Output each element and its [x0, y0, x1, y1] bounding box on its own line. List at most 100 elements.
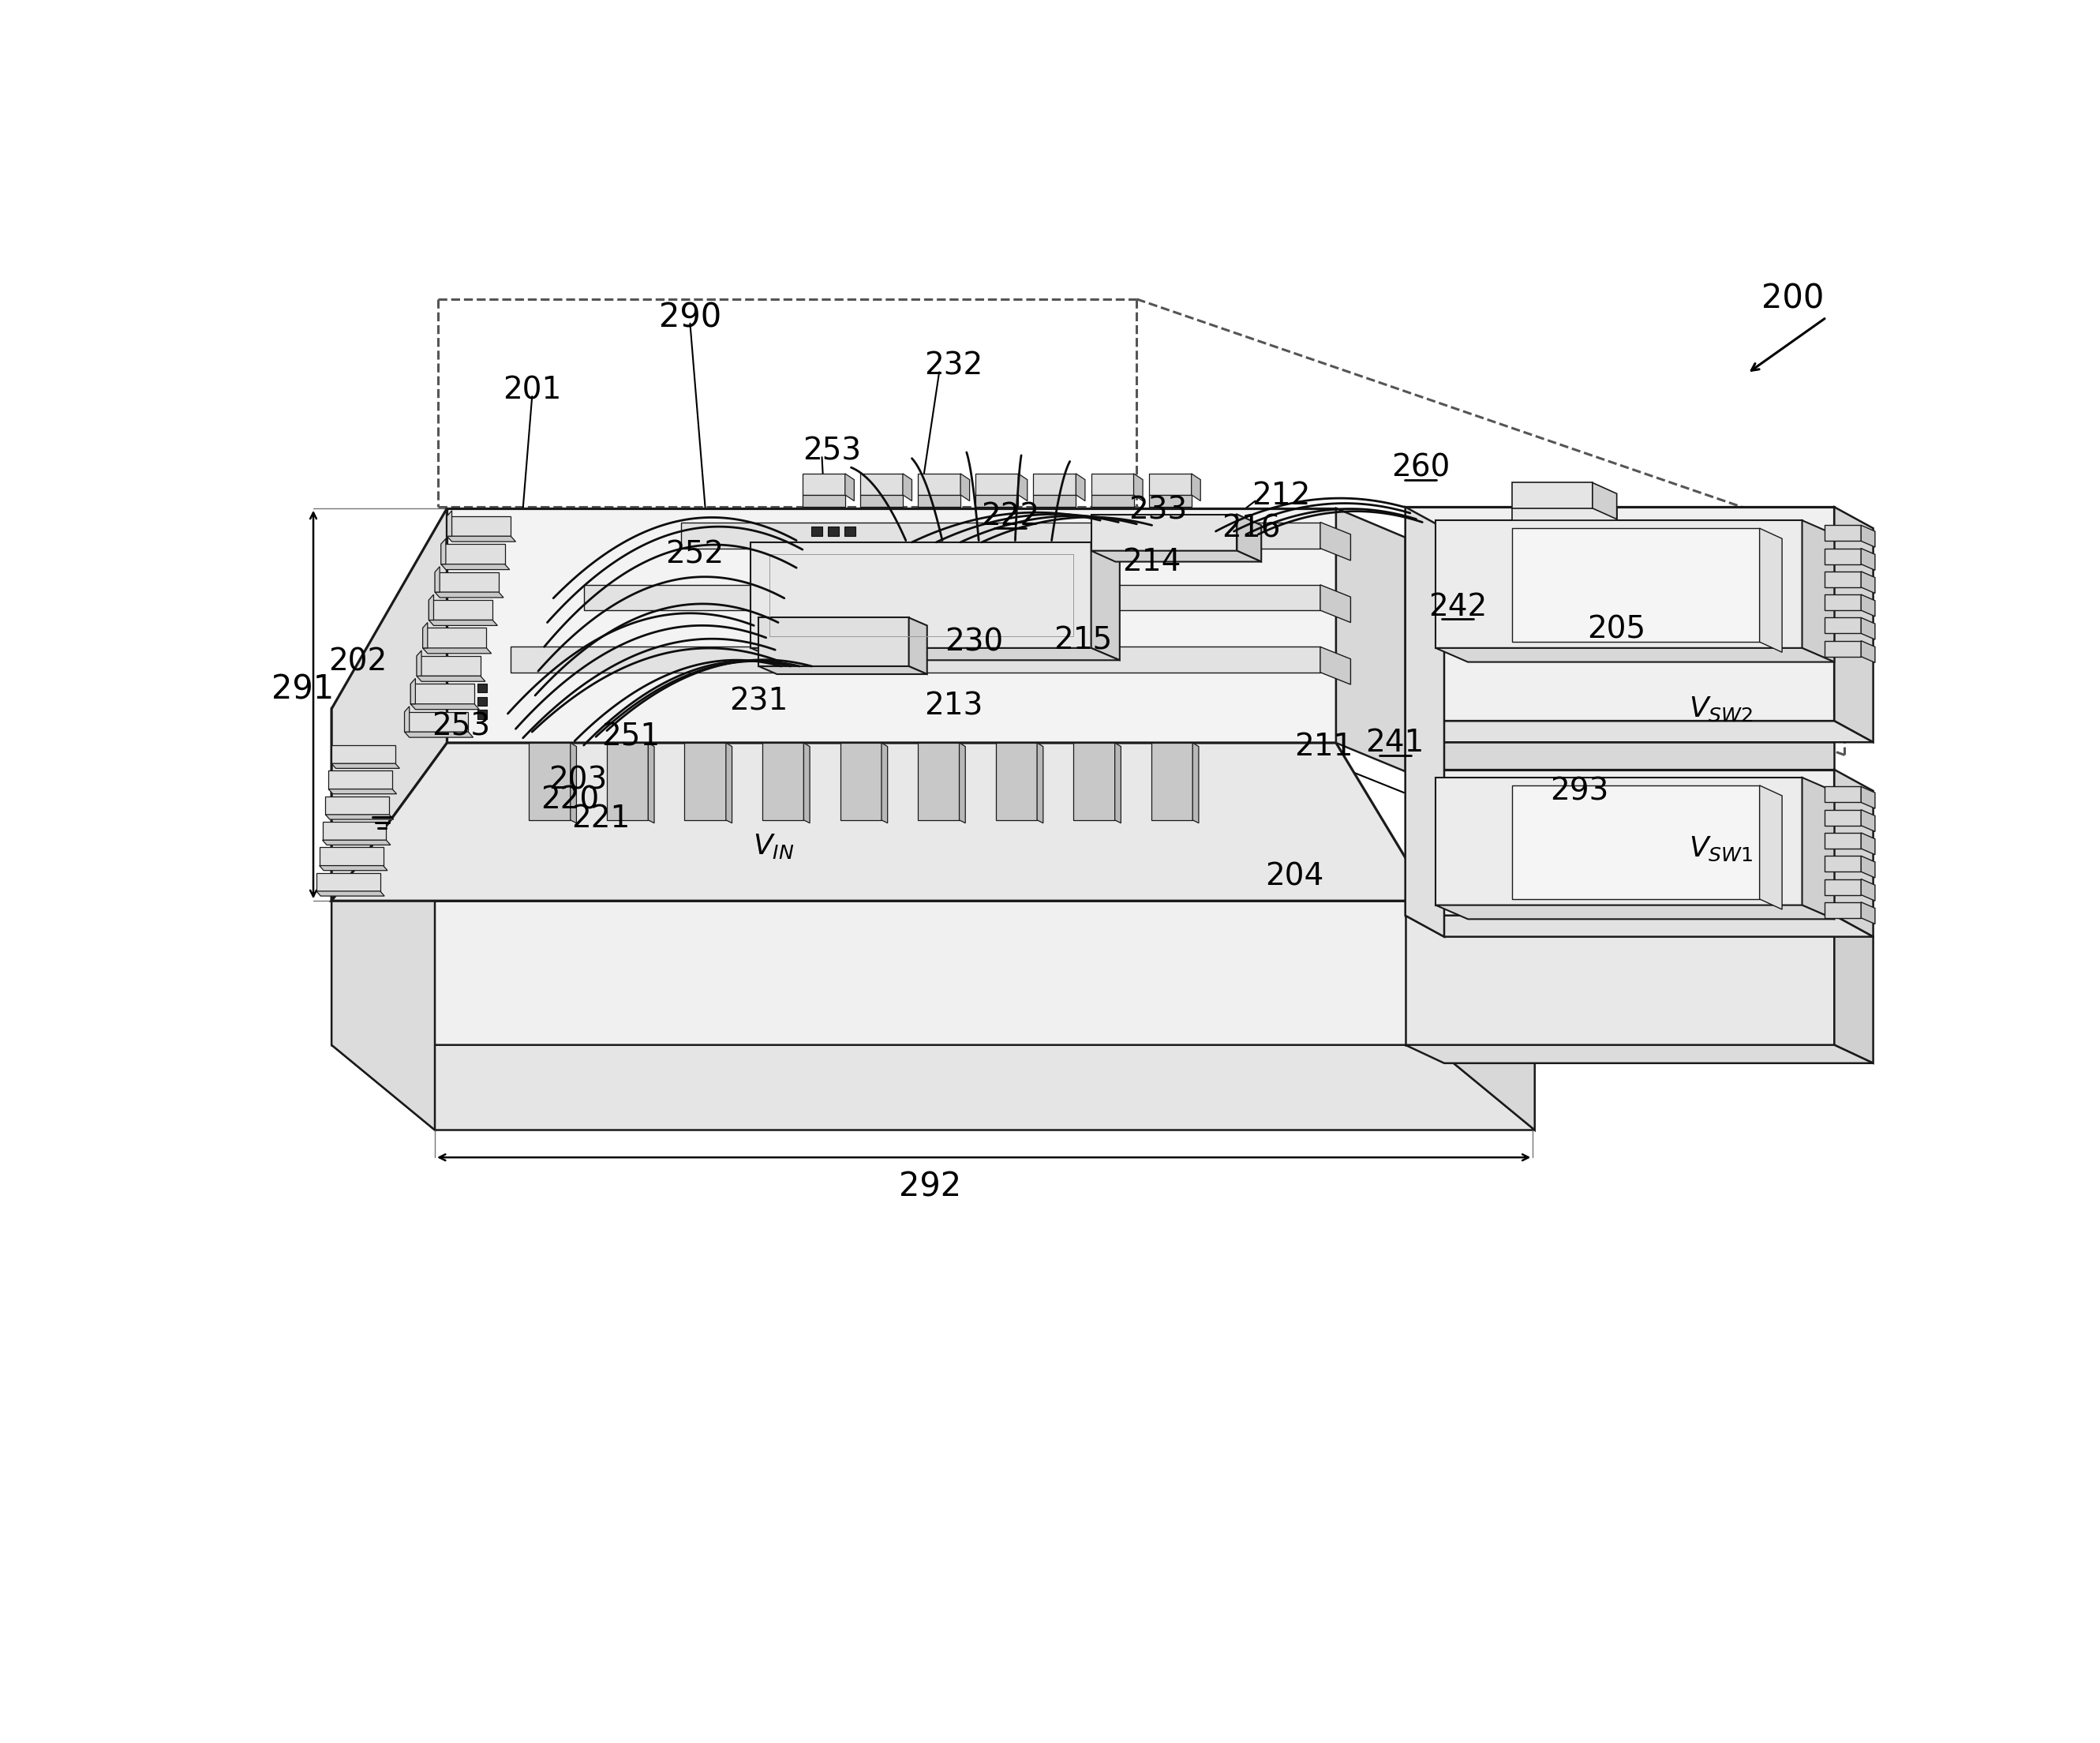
Polygon shape [960, 743, 966, 823]
Polygon shape [332, 763, 399, 769]
Polygon shape [1134, 474, 1142, 500]
Polygon shape [1405, 507, 1445, 936]
Polygon shape [441, 544, 504, 565]
Polygon shape [317, 873, 380, 891]
Polygon shape [1436, 521, 1802, 648]
Polygon shape [752, 648, 1119, 661]
Polygon shape [1825, 903, 1861, 919]
Polygon shape [1592, 483, 1617, 519]
Polygon shape [802, 474, 844, 495]
Polygon shape [1321, 647, 1350, 685]
Polygon shape [435, 572, 498, 593]
Polygon shape [332, 1046, 1535, 1129]
Polygon shape [571, 743, 575, 823]
Polygon shape [1436, 777, 1802, 905]
Polygon shape [428, 594, 433, 621]
Polygon shape [477, 697, 487, 706]
Text: 214: 214 [1124, 547, 1182, 577]
Polygon shape [441, 565, 510, 570]
Polygon shape [1436, 648, 1833, 662]
Text: 290: 290 [659, 302, 720, 335]
Text: 213: 213 [924, 692, 983, 722]
Polygon shape [326, 814, 393, 819]
Text: 221: 221 [571, 804, 630, 833]
Polygon shape [1861, 525, 1875, 547]
Polygon shape [1861, 786, 1875, 809]
Polygon shape [1405, 722, 1873, 743]
Polygon shape [1092, 514, 1237, 551]
Polygon shape [1405, 915, 1833, 1046]
Polygon shape [1092, 551, 1262, 561]
Polygon shape [1321, 523, 1350, 561]
Polygon shape [844, 526, 855, 537]
Polygon shape [1092, 542, 1119, 661]
Text: 253: 253 [802, 436, 861, 465]
Polygon shape [1760, 786, 1783, 910]
Text: 231: 231 [729, 687, 788, 716]
Polygon shape [447, 509, 1336, 743]
Polygon shape [1861, 833, 1875, 854]
Polygon shape [1825, 594, 1861, 610]
Text: 222: 222 [981, 502, 1040, 532]
Polygon shape [332, 743, 1432, 901]
Text: 293: 293 [1550, 776, 1609, 807]
Text: 211: 211 [1294, 732, 1352, 762]
Polygon shape [882, 743, 888, 823]
Polygon shape [840, 743, 882, 819]
Polygon shape [422, 627, 487, 648]
Polygon shape [1019, 474, 1027, 500]
Polygon shape [995, 743, 1037, 819]
Text: 233: 233 [1128, 495, 1186, 525]
Polygon shape [1802, 777, 1833, 919]
Polygon shape [1825, 617, 1861, 633]
Polygon shape [1073, 743, 1115, 819]
Polygon shape [422, 648, 491, 654]
Polygon shape [1033, 474, 1075, 495]
Polygon shape [317, 891, 384, 896]
Polygon shape [976, 495, 1018, 507]
Text: 252: 252 [666, 539, 724, 570]
Polygon shape [1861, 572, 1875, 593]
Polygon shape [1861, 641, 1875, 662]
Text: 242: 242 [1428, 591, 1487, 622]
Polygon shape [1033, 495, 1075, 507]
Polygon shape [1833, 770, 1873, 936]
Polygon shape [1825, 856, 1861, 872]
Text: 203: 203 [548, 765, 607, 795]
Text: 204: 204 [1266, 861, 1323, 892]
Polygon shape [319, 866, 388, 870]
Polygon shape [1833, 507, 1873, 743]
Text: $V_{IN}$: $V_{IN}$ [752, 831, 794, 861]
Polygon shape [861, 474, 903, 495]
Polygon shape [529, 743, 571, 819]
Text: 253: 253 [433, 713, 489, 743]
Polygon shape [909, 617, 926, 675]
Polygon shape [416, 676, 485, 682]
Polygon shape [1802, 521, 1833, 662]
Polygon shape [1193, 743, 1199, 823]
Polygon shape [1861, 594, 1875, 617]
Polygon shape [685, 743, 727, 819]
Polygon shape [1760, 528, 1783, 652]
Polygon shape [428, 621, 498, 626]
Polygon shape [680, 523, 1321, 549]
Polygon shape [1512, 528, 1760, 641]
Polygon shape [1825, 833, 1861, 849]
Text: $V_{SW2}$: $V_{SW2}$ [1688, 695, 1754, 723]
Polygon shape [844, 474, 855, 500]
Polygon shape [323, 840, 391, 845]
Polygon shape [1149, 474, 1191, 495]
Polygon shape [1075, 474, 1086, 500]
Polygon shape [1825, 549, 1861, 565]
Polygon shape [510, 647, 1321, 673]
Polygon shape [477, 709, 487, 720]
Polygon shape [1405, 1046, 1873, 1063]
Polygon shape [1092, 474, 1134, 495]
Polygon shape [1115, 743, 1121, 823]
Polygon shape [435, 593, 504, 598]
Polygon shape [1825, 641, 1861, 657]
Polygon shape [802, 495, 844, 507]
Polygon shape [328, 770, 393, 790]
Polygon shape [727, 743, 733, 823]
Text: 200: 200 [1762, 282, 1825, 315]
